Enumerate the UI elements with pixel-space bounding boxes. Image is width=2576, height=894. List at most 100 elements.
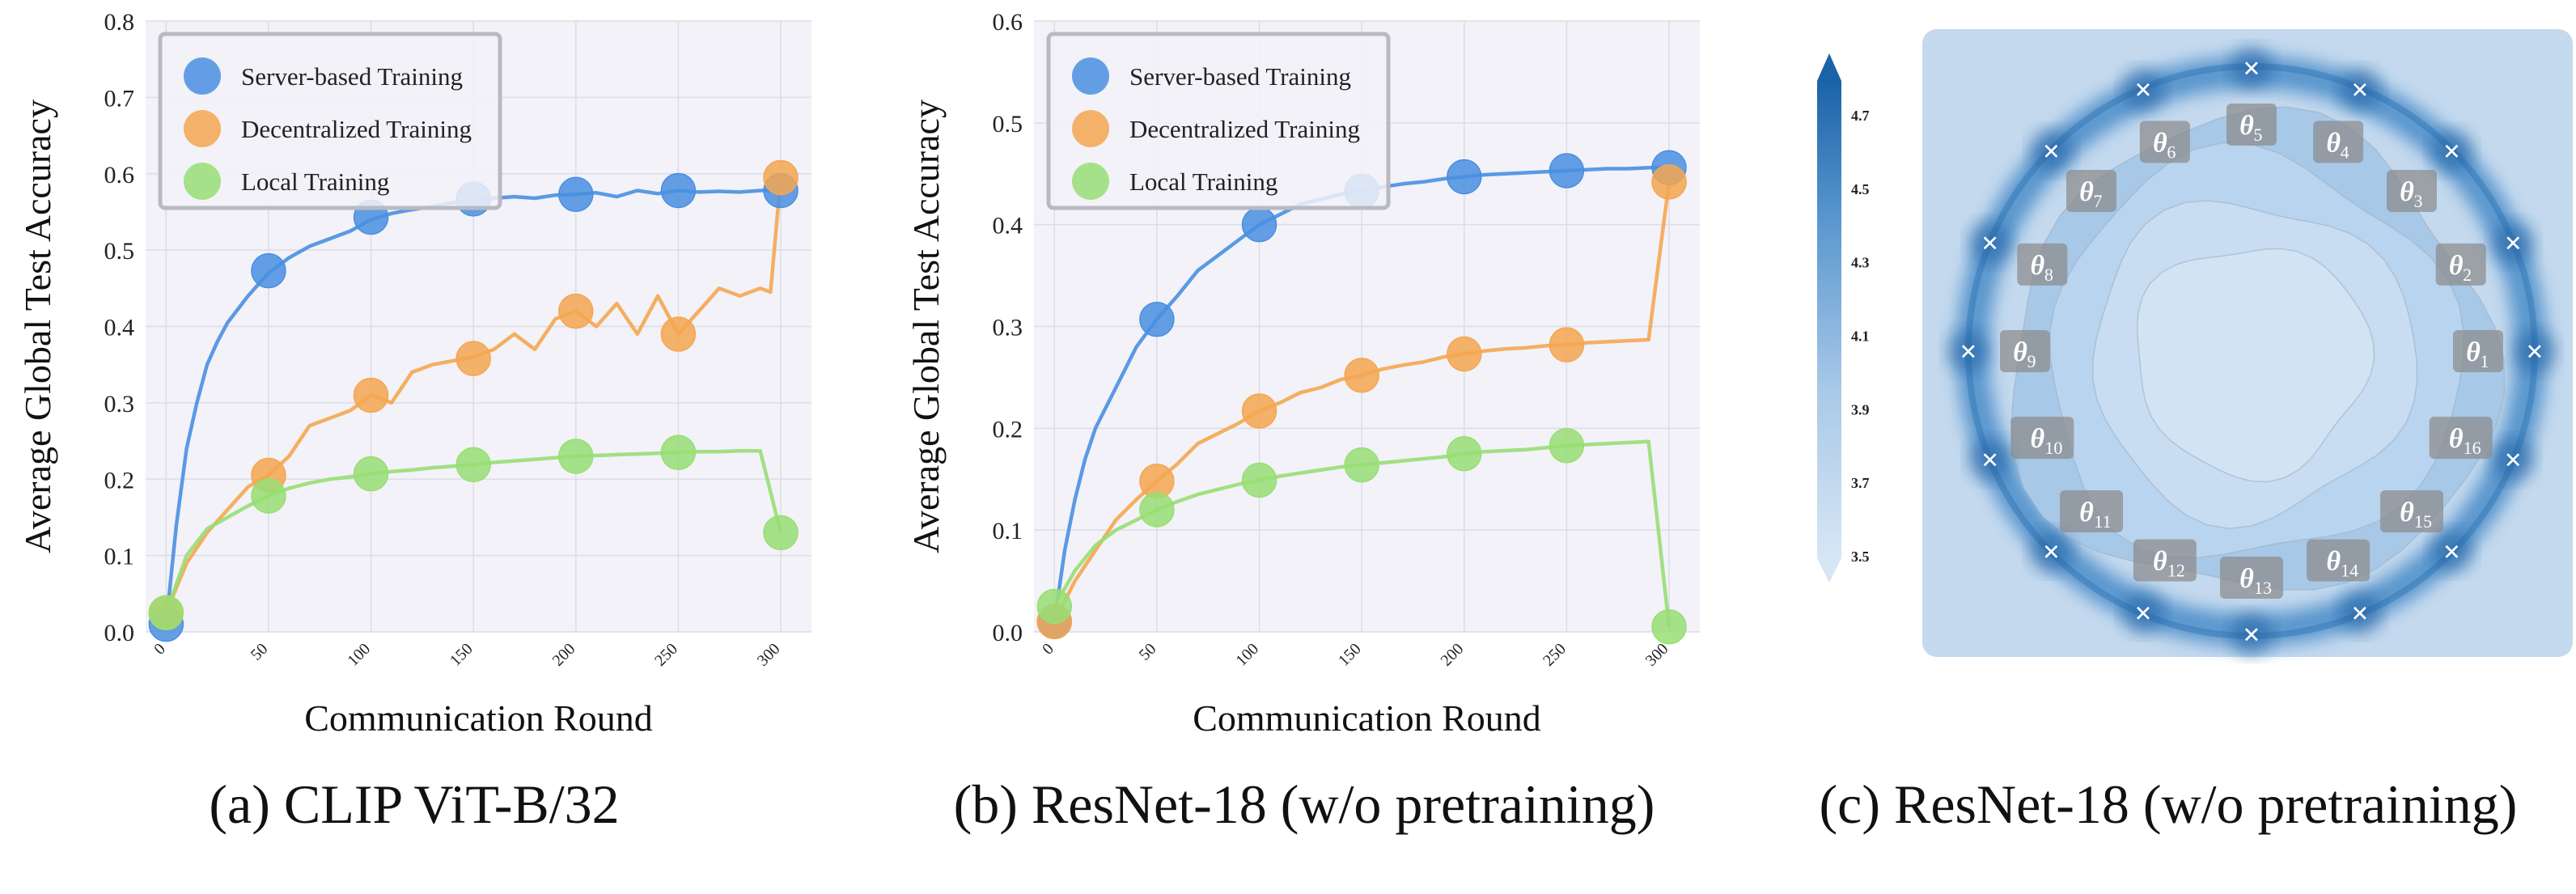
model-marker: × — [2443, 135, 2461, 169]
chart-panel-a: 0.0 0.1 0.2 0.3 0.4 0.5 0.6 0.7 0.8 0 50 100 150 200 2… — [17, 9, 811, 739]
x-tick-label: 150 — [1335, 640, 1365, 670]
data-point-local — [1344, 447, 1379, 483]
y-tick-label: 0.0 — [104, 620, 135, 646]
y-tick-label: 0.6 — [993, 9, 1023, 36]
data-point-local — [1549, 427, 1585, 464]
legend-marker-decentralized — [1072, 110, 1109, 147]
theta-subscript: 10 — [2044, 438, 2062, 458]
theta-subscript: 1 — [2481, 351, 2489, 371]
y-axis-label: Average Global Test Accuracy — [905, 100, 947, 553]
theta-symbol: θ — [2030, 424, 2044, 454]
model-marker: × — [2443, 535, 2461, 569]
x-tick-label: 0 — [150, 640, 169, 659]
model-marker: × — [2243, 618, 2260, 652]
x-tick-label: 150 — [447, 640, 477, 670]
theta-label-box — [2429, 417, 2493, 460]
theta-label-box — [2307, 539, 2371, 582]
theta-label-16: θ 16 — [2429, 417, 2493, 460]
model-marker: × — [2505, 227, 2523, 261]
minimum-spot — [1968, 438, 2011, 481]
legend-label-decentralized: Decentralized Training — [1129, 115, 1360, 143]
y-tick-label: 0.0 — [993, 620, 1023, 646]
data-point-server — [1241, 206, 1277, 243]
minimum-spot — [2122, 591, 2165, 634]
data-point-local — [251, 478, 286, 514]
model-marker: × — [2243, 52, 2260, 86]
data-point-server — [251, 252, 286, 289]
theta-label-box — [2386, 170, 2437, 213]
y-tick-label: 0.4 — [993, 213, 1023, 239]
minimum-spot — [2231, 47, 2273, 89]
theta-label-10: θ 10 — [2010, 417, 2074, 460]
theta-label-box — [2139, 121, 2190, 163]
theta-symbol: θ — [2153, 547, 2167, 577]
theta-subscript: 8 — [2044, 265, 2053, 285]
x-tick-label: 100 — [1232, 640, 1262, 670]
theta-subscript: 16 — [2464, 438, 2481, 458]
theta-label-box — [2435, 243, 2486, 286]
theta-symbol: θ — [2449, 251, 2464, 281]
colorbar-tick-label: 3.5 — [1851, 549, 1870, 565]
y-tick-label: 0.2 — [104, 467, 135, 494]
colorbar — [1817, 81, 1841, 558]
y-tick-label: 0.7 — [104, 85, 135, 112]
minimum-spot — [2338, 68, 2381, 111]
data-point-decentralized — [1549, 327, 1585, 362]
x-tick-label: 50 — [248, 640, 272, 664]
model-marker: × — [2043, 135, 2061, 169]
colorbar-tick-label: 4.1 — [1851, 328, 1870, 345]
minimum-spot — [2492, 438, 2535, 481]
legend-box — [158, 32, 502, 210]
theta-subscript: 12 — [2167, 561, 2185, 581]
legend-box — [1046, 32, 1391, 210]
model-marker: × — [2134, 74, 2152, 108]
x-tick-label: 250 — [1540, 640, 1570, 670]
minimum-spot — [2030, 129, 2073, 172]
legend-marker-local — [1072, 163, 1109, 200]
minimum-spot — [2492, 222, 2535, 265]
legend: Server-based Training Decentralized Train… — [158, 32, 502, 210]
x-tick-label: 300 — [754, 640, 784, 670]
data-point-local — [455, 447, 491, 483]
x-tick-label: 100 — [344, 640, 374, 670]
model-marker: × — [2351, 74, 2369, 108]
theta-label-box — [2133, 539, 2197, 582]
theta-symbol: θ — [2030, 251, 2044, 281]
x-tick-label: 200 — [549, 640, 579, 670]
legend-label-server: Server-based Training — [1129, 62, 1351, 91]
data-point-local — [148, 595, 184, 631]
legend-label-local: Local Training — [241, 167, 389, 196]
theta-subscript: 7 — [2094, 191, 2103, 211]
theta-symbol: θ — [2400, 498, 2414, 528]
colorbar-bottom-arrow — [1817, 558, 1841, 583]
data-point-local — [353, 455, 389, 492]
y-tick-label: 0.5 — [993, 111, 1023, 138]
minimum-spot — [2430, 129, 2473, 172]
theta-label-14: θ 14 — [2307, 539, 2371, 582]
theta-label-box — [2017, 243, 2068, 286]
y-axis-label: Average Global Test Accuracy — [17, 100, 58, 553]
minimum-spot — [2338, 591, 2381, 634]
data-point-local — [660, 434, 697, 470]
theta-label-box — [2060, 489, 2124, 532]
theta-label-box — [2313, 121, 2364, 163]
legend: Server-based Training Decentralized Train… — [1046, 32, 1391, 210]
legend-label-decentralized: Decentralized Training — [241, 115, 472, 143]
theta-symbol: θ — [2466, 337, 2481, 367]
colorbar-top-arrow — [1817, 53, 1841, 81]
minimum-spot — [1947, 330, 1989, 372]
data-point-local — [558, 439, 594, 474]
model-marker: × — [2351, 596, 2369, 630]
y-tick-label: 0.4 — [104, 315, 135, 341]
theta-label-15: θ 15 — [2379, 489, 2443, 532]
theta-label-box — [2220, 557, 2283, 599]
colorbar-tick-label: 4.3 — [1851, 255, 1870, 271]
theta-subscript: 14 — [2341, 561, 2358, 581]
y-tick-label: 0.1 — [993, 518, 1023, 544]
theta-label-box — [2066, 170, 2117, 213]
